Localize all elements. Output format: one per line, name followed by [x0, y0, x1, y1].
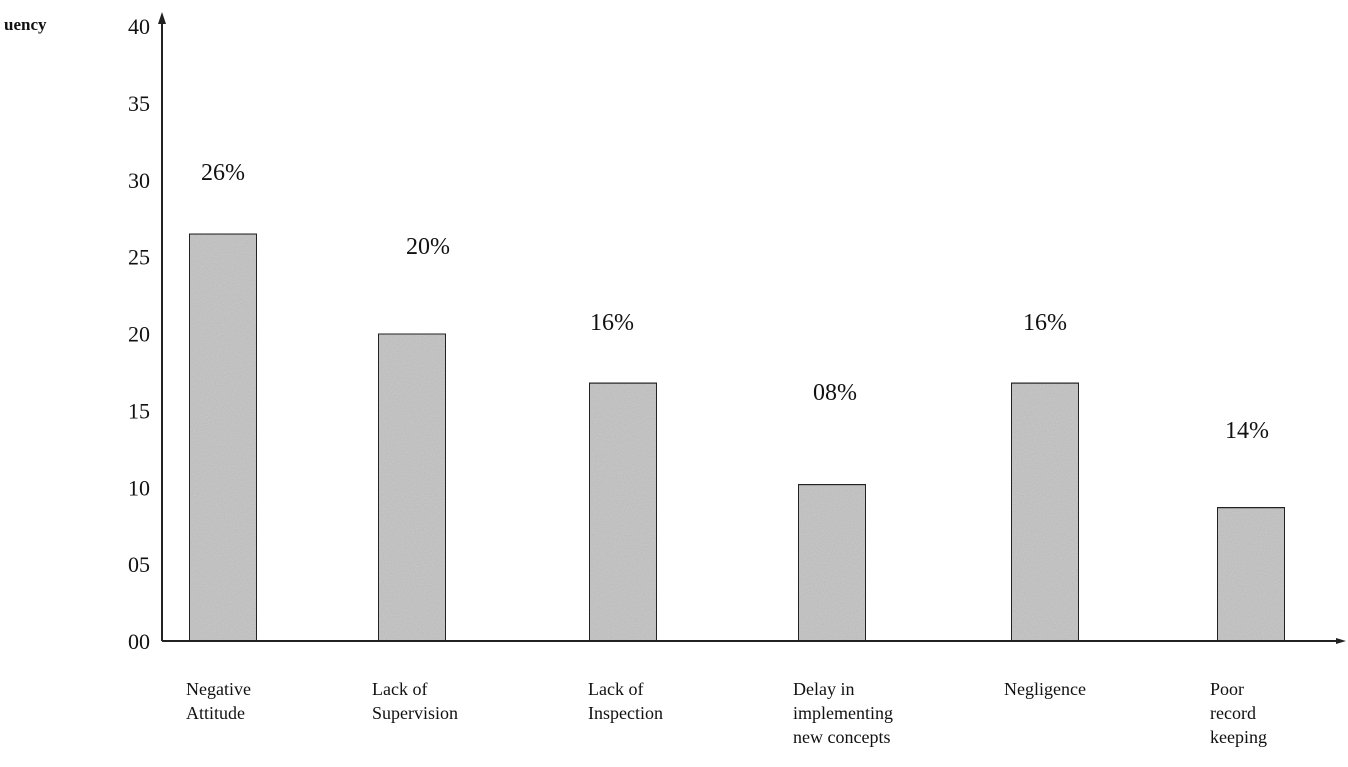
x-tick-label: Poor record keeping — [1210, 679, 1267, 747]
data-label: 16% — [1023, 310, 1067, 336]
y-tick-label: 00 — [128, 629, 150, 654]
bar — [1217, 507, 1285, 641]
y-tick-label: 20 — [128, 322, 150, 347]
bar — [378, 334, 446, 642]
x-tick-label: Lack of Supervision — [372, 679, 458, 723]
y-tick-label: 10 — [128, 475, 150, 500]
bar — [589, 383, 657, 641]
x-tick-label: Delay in implementing new concepts — [793, 679, 893, 747]
x-axis-arrow — [1336, 638, 1346, 644]
x-tick-label: Negligence — [1004, 679, 1086, 699]
y-axis-label: uency — [4, 15, 47, 34]
x-tick-label: Negative Attitude — [186, 679, 251, 723]
data-label: 14% — [1225, 418, 1269, 444]
data-label: 16% — [590, 310, 634, 336]
y-tick-label: 15 — [128, 398, 150, 423]
data-label: 08% — [813, 380, 857, 406]
bar — [1011, 383, 1079, 641]
y-axis-arrow — [158, 12, 166, 24]
y-tick-label: 25 — [128, 245, 150, 270]
y-tick-label: 40 — [128, 14, 150, 39]
data-label: 26% — [201, 160, 245, 186]
x-tick-label: Lack of Inspection — [588, 679, 663, 723]
y-tick-label: 05 — [128, 552, 150, 577]
y-tick-label: 30 — [128, 168, 150, 193]
bar — [189, 234, 257, 641]
bar — [798, 484, 866, 641]
y-tick-label: 35 — [128, 91, 150, 116]
data-label: 20% — [406, 234, 450, 260]
